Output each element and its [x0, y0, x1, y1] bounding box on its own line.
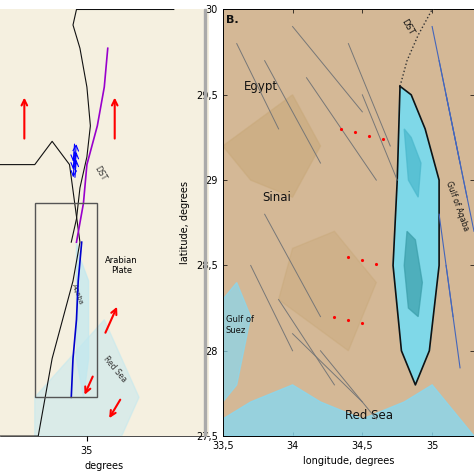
Polygon shape [393, 86, 439, 385]
X-axis label: degrees: degrees [85, 461, 124, 471]
Text: Gulf of Aqaba: Gulf of Aqaba [444, 180, 470, 232]
Text: Gulf of
Suez: Gulf of Suez [226, 316, 254, 335]
Text: Red Sea: Red Sea [101, 354, 128, 384]
Polygon shape [0, 141, 83, 358]
Text: B.: B. [226, 15, 238, 25]
Polygon shape [404, 231, 422, 317]
Polygon shape [223, 95, 320, 197]
Polygon shape [76, 242, 89, 397]
Text: Arabian
Plate: Arabian Plate [105, 256, 138, 275]
Text: DST: DST [92, 164, 108, 182]
Polygon shape [404, 129, 421, 197]
Bar [35, 203, 97, 397]
Text: DST: DST [399, 17, 415, 36]
Y-axis label: latitude, degrees: latitude, degrees [181, 181, 191, 264]
X-axis label: longitude, degrees: longitude, degrees [303, 456, 394, 466]
Polygon shape [279, 231, 376, 351]
Polygon shape [35, 320, 139, 436]
Polygon shape [223, 385, 474, 436]
Text: Sinai: Sinai [262, 191, 291, 204]
Text: Egypt: Egypt [244, 80, 278, 93]
Polygon shape [70, 48, 209, 436]
Text: Aqaba: Aqaba [71, 283, 84, 305]
Text: Red Sea: Red Sea [346, 409, 393, 422]
Polygon shape [223, 283, 251, 402]
